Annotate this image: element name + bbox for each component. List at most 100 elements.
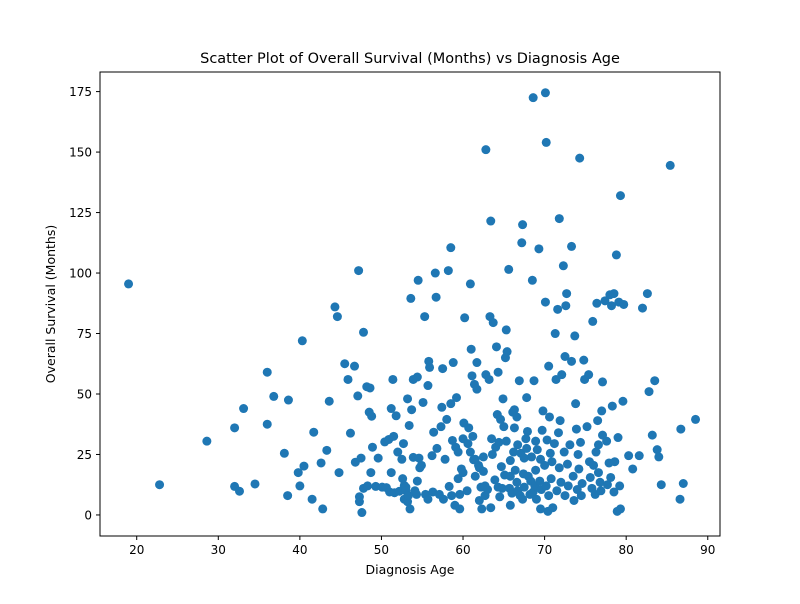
data-point <box>488 318 498 328</box>
data-point <box>535 476 545 486</box>
data-point <box>528 93 538 103</box>
y-tick-label: 75 <box>77 327 92 341</box>
data-point <box>596 486 606 496</box>
data-point <box>412 476 422 486</box>
x-tick-label: 40 <box>292 543 307 557</box>
data-point <box>558 261 568 271</box>
data-point <box>589 460 599 470</box>
data-point <box>354 266 364 276</box>
data-point <box>553 304 563 314</box>
data-point <box>486 503 496 513</box>
data-point <box>512 477 522 487</box>
data-point <box>423 494 433 504</box>
data-point <box>584 370 594 380</box>
data-point <box>647 430 657 440</box>
data-point <box>366 468 376 478</box>
data-point <box>389 431 399 441</box>
data-point <box>124 279 134 289</box>
data-point <box>440 454 450 464</box>
data-point <box>548 503 558 513</box>
data-point <box>487 434 497 444</box>
data-point <box>602 436 612 446</box>
data-point <box>437 402 447 412</box>
data-point <box>571 399 581 409</box>
data-point <box>547 457 557 467</box>
data-point <box>540 297 550 307</box>
data-point <box>448 358 458 368</box>
data-point <box>595 477 605 487</box>
data-point <box>478 466 488 476</box>
x-tick-label: 80 <box>619 543 634 557</box>
data-point <box>518 220 528 230</box>
data-point <box>332 312 342 322</box>
data-point <box>427 451 437 461</box>
data-point <box>531 494 541 504</box>
data-point <box>470 471 480 481</box>
data-point <box>536 504 546 514</box>
data-point <box>495 492 505 502</box>
data-point <box>432 443 442 453</box>
data-point <box>579 355 589 365</box>
data-point <box>293 468 303 478</box>
data-point <box>330 302 340 312</box>
data-point <box>463 439 473 449</box>
data-point <box>467 371 477 381</box>
data-point <box>555 416 565 426</box>
data-point <box>386 404 396 414</box>
data-point <box>598 377 608 387</box>
data-point <box>593 468 603 478</box>
data-point <box>576 437 585 447</box>
data-point <box>472 358 482 368</box>
data-point <box>592 298 602 308</box>
data-point <box>504 264 514 274</box>
data-point <box>478 452 488 462</box>
data-point <box>505 471 515 481</box>
data-point <box>644 387 654 397</box>
data-point <box>398 474 408 484</box>
data-point <box>307 494 317 504</box>
data-point <box>498 394 508 404</box>
y-tick-label: 150 <box>69 146 92 160</box>
data-point <box>438 364 448 374</box>
data-point <box>609 487 619 497</box>
data-point <box>531 436 541 446</box>
data-point <box>295 481 305 491</box>
data-point <box>322 445 332 455</box>
data-point <box>542 435 552 445</box>
data-point <box>460 313 470 323</box>
data-point <box>540 88 550 98</box>
data-point <box>466 344 476 354</box>
data-point <box>393 447 403 457</box>
data-point <box>447 491 457 501</box>
data-point <box>354 497 364 507</box>
data-point <box>561 301 571 311</box>
data-point <box>404 420 414 430</box>
data-point <box>334 468 344 478</box>
data-point <box>665 160 675 170</box>
data-point <box>391 411 401 421</box>
data-point <box>430 268 440 278</box>
data-point <box>403 394 413 404</box>
data-point <box>529 376 539 386</box>
data-point <box>606 472 616 482</box>
data-point <box>283 395 293 405</box>
data-point <box>607 401 617 411</box>
data-point <box>522 426 532 436</box>
data-point <box>585 472 595 482</box>
data-point <box>496 414 506 424</box>
data-point <box>541 481 551 491</box>
data-point <box>477 504 487 514</box>
data-point <box>458 468 468 478</box>
data-point <box>483 485 492 495</box>
data-point <box>650 376 660 386</box>
data-point <box>490 475 500 485</box>
data-point <box>455 489 465 499</box>
data-point <box>565 440 575 450</box>
data-point <box>239 404 249 414</box>
data-point <box>638 303 647 313</box>
data-point <box>491 342 501 352</box>
data-point <box>297 336 307 346</box>
